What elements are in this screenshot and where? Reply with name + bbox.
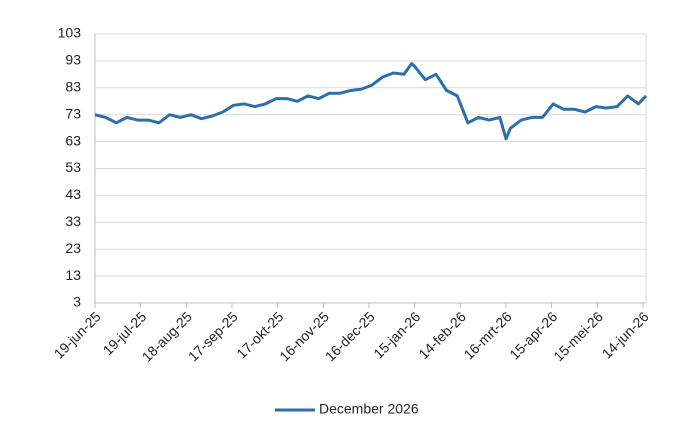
x-tick-label: 15-mei-26 xyxy=(550,308,606,364)
y-tick-label: 103 xyxy=(58,25,82,41)
x-tick-label: 17-sep-25 xyxy=(185,308,241,364)
y-tick-label: 73 xyxy=(65,105,81,121)
y-tick-label: 3 xyxy=(73,294,81,310)
x-tick-label: 14-feb-26 xyxy=(415,308,469,362)
y-tick-label: 63 xyxy=(65,132,81,148)
y-tick-label: 33 xyxy=(65,213,81,229)
x-tick-label: 15-jan-26 xyxy=(370,308,423,361)
x-tick-label: 14-jun-26 xyxy=(599,308,652,361)
x-tick-label: 18-aug-25 xyxy=(139,308,196,365)
y-tick-label: 13 xyxy=(65,267,81,283)
y-tick-label: 53 xyxy=(65,159,81,175)
y-tick-label: 83 xyxy=(65,79,81,95)
x-tick-label: 16-dec-25 xyxy=(322,308,378,364)
legend-label: December 2026 xyxy=(319,401,419,417)
series-line xyxy=(94,62,648,141)
y-tick-label: 93 xyxy=(65,52,81,68)
y-tick-label: 23 xyxy=(65,240,81,256)
y-tick-label: 43 xyxy=(65,186,81,202)
x-tick-label: 16-mrt-26 xyxy=(460,308,514,362)
x-tick-label: 19-jun-25 xyxy=(51,308,104,361)
